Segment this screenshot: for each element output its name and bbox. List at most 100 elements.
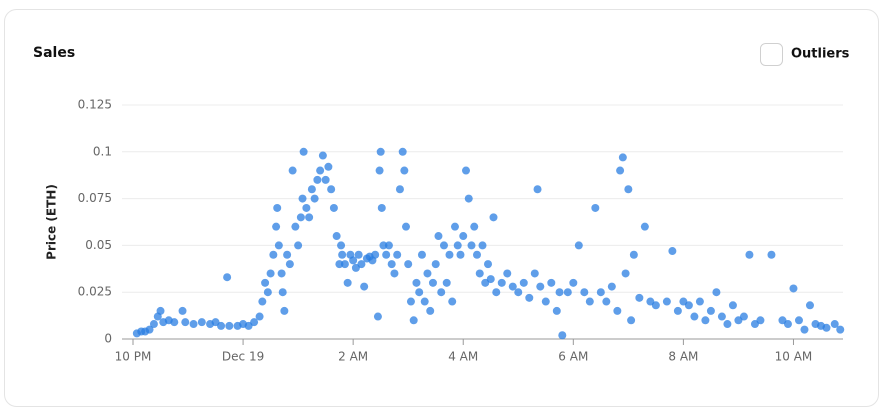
card-frame (4, 9, 879, 407)
sale-point (635, 293, 644, 302)
sale-point (255, 312, 264, 321)
sale-point (580, 288, 589, 297)
sale-point (223, 273, 232, 282)
sale-point (278, 288, 287, 297)
sale-point (690, 312, 699, 321)
y-tick-label: 0.05 (85, 238, 112, 252)
sale-point (149, 320, 158, 329)
sale-point (266, 269, 275, 278)
sale-point (533, 185, 542, 194)
sale-point (376, 147, 385, 156)
sale-point (574, 241, 583, 250)
sale-point (555, 288, 564, 297)
outliers-label[interactable]: Outliers (791, 47, 850, 62)
sale-point (377, 203, 386, 212)
sale-point (379, 241, 388, 250)
sale-point (745, 250, 754, 259)
sale-point (563, 288, 572, 297)
sale-point (607, 282, 616, 291)
outliers-checkbox[interactable] (760, 43, 783, 66)
sale-point (450, 222, 459, 231)
sale-point (277, 269, 286, 278)
sale-point (695, 297, 704, 306)
sale-point (291, 222, 300, 231)
y-axis-label: Price (ETH) (45, 184, 59, 260)
sale-point (475, 269, 484, 278)
sale-point (302, 203, 311, 212)
sale-point (406, 297, 415, 306)
sale-point (503, 269, 512, 278)
sale-point (307, 185, 316, 194)
sale-point (712, 288, 721, 297)
sale-point (800, 325, 809, 334)
y-tick-label: 0.025 (78, 285, 112, 299)
sale-point (472, 250, 481, 259)
y-tick-label: 0.1 (93, 144, 112, 158)
sale-point (398, 147, 407, 156)
sale-point (343, 278, 352, 287)
sale-point (767, 250, 776, 259)
sale-point (261, 278, 270, 287)
sale-point (530, 269, 539, 278)
sale-point (662, 297, 671, 306)
sale-point (618, 153, 627, 162)
sale-point (327, 185, 336, 194)
sale-point (783, 320, 792, 329)
sale-point (673, 306, 682, 315)
sale-point (384, 241, 393, 250)
sale-point (412, 278, 421, 287)
sale-point (627, 316, 636, 325)
sale-point (258, 297, 267, 306)
chart-title: Sales (33, 45, 75, 61)
sale-point (294, 241, 303, 250)
sale-point (486, 275, 495, 284)
sale-point (525, 293, 534, 302)
sale-point (318, 151, 327, 160)
sale-point (616, 166, 625, 175)
x-tick-label: 8 AM (668, 350, 698, 364)
sale-point (541, 297, 550, 306)
sale-point (684, 301, 693, 310)
sale-point (387, 260, 396, 269)
sale-point (145, 325, 154, 334)
sale-point (354, 250, 363, 259)
sale-point (313, 175, 322, 184)
sale-point (375, 166, 384, 175)
sale-point (321, 175, 330, 184)
sale-point (273, 203, 282, 212)
sale-point (552, 306, 561, 315)
sale-point (371, 250, 380, 259)
sale-point (296, 213, 305, 222)
sale-point (789, 284, 798, 293)
sale-point (624, 185, 633, 194)
sale-point (794, 316, 803, 325)
sale-point (404, 260, 413, 269)
y-tick-label: 0.125 (78, 98, 112, 112)
sale-point (558, 331, 567, 340)
sale-point (536, 282, 545, 291)
sale-point (400, 166, 409, 175)
y-tick-label: 0.075 (78, 191, 112, 205)
sale-point (442, 278, 451, 287)
sale-point (668, 247, 677, 256)
sale-point (298, 194, 307, 203)
sale-point (484, 260, 493, 269)
sale-point (437, 288, 446, 297)
x-tick-label: Dec 19 (222, 350, 264, 364)
sale-point (723, 320, 732, 329)
sale-point (340, 260, 349, 269)
sale-point (470, 222, 479, 231)
sale-point (629, 250, 638, 259)
sale-point (197, 318, 206, 327)
sale-point (395, 185, 404, 194)
sale-point (547, 278, 556, 287)
sale-point (569, 278, 578, 287)
sale-point (431, 260, 440, 269)
sale-point (756, 316, 765, 325)
sale-point (739, 312, 748, 321)
sale-point (417, 250, 426, 259)
sale-point (492, 288, 501, 297)
sale-point (519, 278, 528, 287)
sale-point (250, 318, 259, 327)
